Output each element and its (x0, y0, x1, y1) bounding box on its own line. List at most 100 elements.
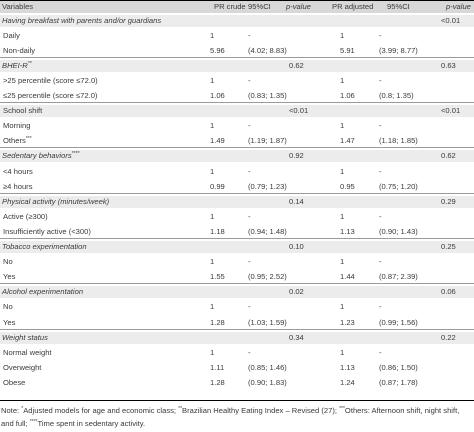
ci-adjusted: - (379, 121, 382, 131)
pr-crude: 1.28 (210, 377, 225, 387)
ci-adjusted: (1.18; 1.85) (379, 136, 418, 146)
ci-crude: - (248, 347, 251, 357)
p-value-adjusted: 0.29 (441, 196, 456, 206)
p-value-crude: 0.34 (289, 332, 304, 342)
header-p-adjusted: p-value (446, 2, 471, 11)
row-label: Yes (3, 272, 16, 282)
p-value-crude: 0.02 (289, 287, 304, 297)
table-row: Active (≥300) 1 - 1 - (0, 211, 474, 223)
row-label: Active (≥300) (3, 211, 48, 221)
pr-crude: 1 (210, 257, 215, 267)
pr-crude: 1.06 (210, 91, 225, 100)
row-label: <4 hours (3, 166, 33, 176)
pr-adjusted: 1.13 (340, 226, 355, 236)
pr-crude: 1 (210, 166, 215, 176)
pr-crude: 1 (210, 121, 215, 131)
pr-crude: 1.18 (210, 226, 225, 236)
note-prefix: Note: (1, 406, 22, 415)
pr-adjusted: 1 (340, 30, 345, 40)
p-value-adjusted: 0.62 (441, 151, 456, 161)
ci-crude: (4.02; 8.83) (248, 45, 287, 55)
ci-crude: - (248, 166, 251, 176)
row-label: No (3, 302, 13, 312)
ci-crude: (0.79; 1.23) (248, 181, 287, 191)
ci-crude: (0.94; 1.48) (248, 226, 287, 236)
table-group-row: Sedentary behaviors**** 0.92 0.62 (0, 150, 474, 163)
pr-crude: 0.99 (210, 181, 225, 191)
row-label-superscript: **** (71, 151, 80, 158)
pr-adjusted: 1.23 (340, 317, 355, 327)
pr-adjusted: 1.13 (340, 362, 355, 372)
ci-adjusted: - (379, 347, 382, 357)
header-ci-crude: 95%CI (248, 2, 271, 11)
row-label: Overweight (3, 362, 42, 372)
pr-adjusted: 1.44 (340, 272, 355, 282)
note-mark-3: *** (339, 406, 345, 412)
table-row: Yes 1.55 (0.95; 2.52) 1.44 (0.87; 2.39) (0, 271, 474, 285)
ci-crude: - (248, 211, 251, 221)
table-row: Obese 1.28 (0.90; 1.83) 1.24 (0.87; 1.78) (0, 377, 474, 389)
row-label: ≤25 percentile (score ≤72.0) (3, 91, 98, 100)
pr-crude: 1.28 (210, 317, 225, 327)
p-value-adjusted: 0.22 (441, 332, 456, 342)
row-label-superscript: *** (25, 136, 32, 143)
pr-crude: 1.49 (210, 136, 225, 146)
ci-adjusted: (0.86; 1.50) (379, 362, 418, 372)
p-value-crude: <0.01 (289, 106, 309, 116)
table-group-row: School shift <0.01 <0.01 (0, 105, 474, 118)
ci-crude: - (248, 121, 251, 131)
ci-adjusted: (0.90; 1.43) (379, 226, 418, 236)
ci-crude: (0.90; 1.83) (248, 377, 287, 387)
table-group-row: Having breakfast with parents and/or gua… (0, 14, 474, 27)
row-label: Weight status (2, 332, 48, 342)
table-row: Normal weight 1 - 1 - (0, 347, 474, 359)
p-value-crude: 0.92 (289, 151, 304, 161)
table-row: Overweight 1.11 (0.85; 1.46) 1.13 (0.86; 1.5… (0, 362, 474, 374)
ci-adjusted: (0.8; 1.35) (379, 91, 414, 100)
row-label: Tobacco experimentation (2, 242, 87, 251)
pr-adjusted: 0.95 (340, 181, 355, 191)
pr-adjusted: 1 (340, 75, 345, 85)
pr-crude: 1 (210, 347, 215, 357)
note-mark-2: ** (178, 406, 183, 412)
table-group-row: Physical activity (minutes/week) 0.14 0.29 (0, 195, 474, 208)
ci-adjusted: - (379, 257, 382, 267)
ci-adjusted: - (379, 75, 382, 85)
p-value-adjusted: <0.01 (441, 15, 461, 25)
ci-crude: - (248, 75, 251, 85)
p-value-adjusted: 0.06 (441, 287, 456, 297)
table-group-row: Tobacco experimentation 0.10 0.25 (0, 241, 474, 253)
pr-adjusted: 1.47 (340, 136, 355, 146)
note-text-3: Others: Afternoon shift, night shift, an… (1, 406, 460, 428)
row-label: School shift (3, 106, 43, 116)
p-value-crude: 0.10 (289, 242, 304, 251)
row-label-superscript: ** (27, 60, 32, 67)
row-label: Normal weight (3, 347, 52, 357)
ci-adjusted: (0.75; 1.20) (379, 181, 418, 191)
header-p-crude: p-value (286, 2, 311, 11)
row-label: Non-daily (3, 45, 36, 55)
row-label: ≥4 hours (3, 181, 33, 191)
pr-crude: 1 (210, 211, 215, 221)
pr-adjusted: 1.24 (340, 377, 355, 387)
note-mark-4: **** (29, 419, 38, 425)
pr-adjusted: 1 (340, 347, 345, 357)
row-label: BHEI-R** (2, 60, 32, 70)
pr-adjusted: 1.06 (340, 91, 355, 100)
row-label: Obese (3, 377, 26, 387)
row-label: Physical activity (minutes/week) (2, 196, 110, 206)
pr-crude: 1.55 (210, 272, 225, 282)
pr-crude: 1 (210, 30, 215, 40)
header-ci-adjusted: 95%CI (387, 2, 410, 11)
ci-adjusted: (0.99; 1.56) (379, 317, 418, 327)
p-value-adjusted: <0.01 (441, 106, 461, 116)
note-text-2: Brazilian Healthy Eating Index – Revised… (182, 406, 340, 415)
table-group-row: BHEI-R** 0.62 0.63 (0, 59, 474, 72)
table-row: Yes 1.28 (1.03; 1.59) 1.23 (0.99; 1.56) (0, 317, 474, 330)
pr-adjusted: 1 (340, 257, 345, 267)
p-value-adjusted: 0.63 (441, 60, 456, 70)
table-row: Others*** 1.49 (1.19; 1.87) 1.47 (1.18; 1.85… (0, 135, 474, 149)
row-label: >25 percentile (score ≤72.0) (3, 75, 98, 85)
ci-crude: (1.19; 1.87) (248, 136, 287, 146)
table-header: Variables PR crude 95%CI p-value PR adju… (0, 1, 474, 13)
